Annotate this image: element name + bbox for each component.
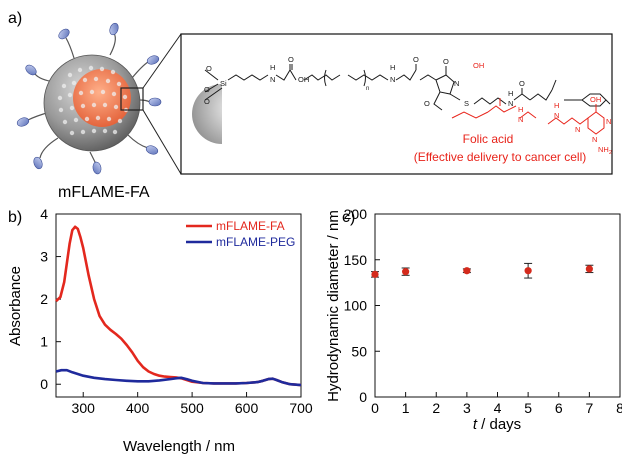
atom-s: S: [464, 99, 469, 108]
chart-b-xlabel: Wavelength / nm: [123, 438, 235, 454]
atom-oh-2: OH: [590, 95, 601, 104]
chart-b-ytick-label: 3: [40, 249, 48, 265]
atom-n-1: N: [270, 75, 275, 84]
atom-n-7: N: [575, 125, 580, 134]
chart-c-xtick-label: 2: [432, 400, 440, 416]
chart-b-xtick-label: 500: [180, 400, 204, 416]
chart-b-legend-label: mFLAME-FA: [216, 219, 285, 233]
atom-n-5: N: [518, 115, 523, 124]
chart-b-series: [55, 225, 302, 387]
chart-b-legend: mFLAME-FA mFLAME-PEG: [186, 219, 295, 249]
chart-c-xlabel: t / days: [473, 416, 521, 433]
chart-c-xtick-label: 7: [585, 400, 593, 416]
chart-b-line-fa: [55, 225, 302, 387]
atom-n-8: N: [592, 135, 597, 144]
chart-b-xtick-label: 700: [289, 400, 313, 416]
atom-o-8: O: [424, 99, 430, 108]
atom-o-2: O: [204, 85, 210, 94]
atom-n-6: N: [554, 111, 559, 120]
chart-b-xtick-label: 300: [72, 400, 96, 416]
atom-n-4: N: [508, 99, 513, 108]
chart-c-xtick-label: 8: [616, 400, 622, 416]
structure-atom-labels: O O O Si H N O OH n H N O O N O S H N O: [204, 55, 525, 108]
panel-c-label: c): [342, 209, 355, 226]
atom-o-5: OH: [298, 75, 309, 84]
chart-c-point: [402, 268, 410, 276]
atom-n-9: N: [606, 117, 611, 126]
particle-surface: [192, 84, 222, 144]
atom-h-5: H: [554, 101, 559, 110]
chart-c-ticks: 0 1 2 3 4 5 6 7 8 0 50 100 150 200: [344, 206, 622, 416]
atom-o-4: O: [288, 55, 294, 64]
chart-b-ticks: 300 400 500 600 700 0 1 2 3 4: [40, 206, 313, 416]
folic-acid-title: Folic acid: [463, 132, 514, 146]
chart-c-xtick-label: 4: [494, 400, 502, 416]
chart-b-xtick-label: 400: [126, 400, 150, 416]
atom-o-6: O: [413, 55, 419, 64]
chart-c-ytick-label: 50: [351, 343, 367, 359]
chart-c-xtick-label: 6: [555, 400, 563, 416]
chart-c-point: [463, 267, 471, 275]
chart-c-xtick-label: 5: [524, 400, 532, 416]
panel-a-label: a): [8, 10, 22, 27]
chart-c-ytick-label: 0: [359, 389, 367, 405]
atom-o-7: O: [443, 57, 449, 66]
nanoparticle-illustration: [16, 22, 182, 175]
chart-c-point: [371, 270, 379, 278]
atom-n-3: N: [454, 79, 459, 88]
atom-h-2: H: [390, 63, 395, 72]
atom-si: Si: [220, 79, 227, 88]
atom-o-1: O: [206, 64, 212, 73]
chart-c-xtick-label: 1: [402, 400, 410, 416]
zoom-box: [180, 33, 613, 175]
folic-acid-note: (Effective delivery to cancer cell): [414, 150, 587, 164]
chart-c-ytick-label: 100: [344, 298, 368, 314]
panel-b-label: b): [8, 209, 22, 226]
atom-oh-1: OH: [473, 61, 484, 70]
folic-atom-labels: OH H N H N OH N N N NH2: [473, 61, 612, 156]
chart-c-series: [371, 262, 594, 279]
chart-c-ylabel: Hydrodynamic diameter / nm: [325, 210, 342, 402]
chart-b-ytick-label: 1: [40, 334, 48, 350]
particle-label: mFLAME-FA: [58, 184, 150, 201]
chart-b-legend-label: mFLAME-PEG: [216, 235, 295, 249]
atom-h-4: H: [518, 105, 523, 114]
chart-c-xtick-label: 0: [371, 400, 379, 416]
atom-n-sub: n: [366, 86, 369, 92]
atom-nh2: NH2: [598, 145, 612, 156]
chemical-structure: [204, 64, 611, 111]
chart-c-xtick-label: 3: [463, 400, 471, 416]
chart-b-line-peg: [55, 368, 302, 387]
panel-a: a): [8, 10, 613, 201]
chart-b-xtick-label: 600: [235, 400, 259, 416]
chart-c-frame: [374, 213, 621, 398]
chart-b-ytick-label: 2: [40, 291, 48, 307]
atom-h-3: H: [508, 89, 513, 98]
atom-h-1: H: [270, 63, 275, 72]
panel-c: c) 0 1 2 3 4 5 6 7 8 0 50 100 150 200 t / days Hydrod…: [325, 206, 622, 433]
chart-b-ytick-label: 4: [40, 206, 48, 222]
chart-c-ytick-label: 150: [344, 252, 368, 268]
atom-o-9: O: [519, 79, 525, 88]
chart-b-ytick-label: 0: [40, 376, 48, 392]
atom-n-2: N: [390, 75, 395, 84]
chart-c-point: [585, 265, 593, 273]
chart-c-ytick-label: 200: [344, 206, 368, 222]
chart-b-ylabel: Absorbance: [7, 266, 24, 346]
folic-acid-structure: [451, 98, 605, 135]
chart-b-frame: [55, 213, 302, 398]
atom-o-3: O: [204, 97, 210, 106]
chart-c-point: [524, 267, 532, 275]
